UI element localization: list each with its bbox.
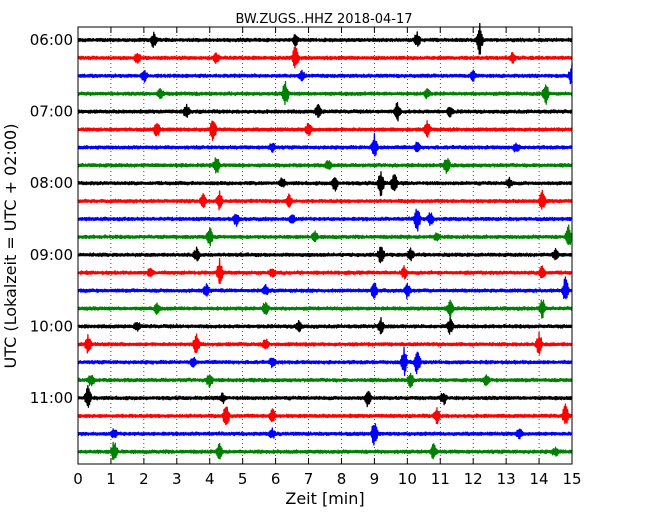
x-tick-label: 7 xyxy=(304,470,314,488)
y-tick-label: 06:00 xyxy=(30,31,73,49)
seismic-trace xyxy=(77,257,573,285)
x-tick-label: 5 xyxy=(238,470,248,488)
seismic-trace xyxy=(77,157,573,174)
x-tick-label: 15 xyxy=(562,470,581,488)
seismic-trace xyxy=(77,101,573,122)
x-tick-label: 8 xyxy=(337,470,347,488)
x-tick-label: 2 xyxy=(139,470,149,488)
seismic-trace xyxy=(77,120,573,141)
y-tick-label: 11:00 xyxy=(30,389,73,407)
x-tick-label: 3 xyxy=(172,470,182,488)
seismic-trace xyxy=(77,385,573,408)
seismic-trace xyxy=(77,346,573,376)
y-tick-label: 07:00 xyxy=(30,103,73,121)
x-tick-label: 6 xyxy=(271,470,281,488)
x-tick-label: 14 xyxy=(530,470,549,488)
y-tick-label: 08:00 xyxy=(30,174,73,192)
x-tick-label: 12 xyxy=(464,470,483,488)
x-tick-label: 0 xyxy=(73,470,83,488)
seismic-trace xyxy=(77,132,573,157)
x-tick-label: 11 xyxy=(431,470,450,488)
seismic-trace xyxy=(77,171,573,197)
seismic-trace xyxy=(77,22,573,55)
seismic-trace xyxy=(77,276,573,300)
seismic-trace xyxy=(77,224,573,247)
seismic-trace xyxy=(77,331,573,355)
chart-title: BW.ZUGS..HHZ 2018-04-17 xyxy=(235,12,412,27)
x-tick-label: 13 xyxy=(497,470,516,488)
seismic-trace xyxy=(77,189,573,211)
seismic-trace xyxy=(77,316,573,335)
x-tick-label: 1 xyxy=(106,470,116,488)
y-axis-label: UTC (Lokalzeit = UTC + 02:00) xyxy=(1,124,20,369)
x-tick-label: 9 xyxy=(370,470,380,488)
trace-layer xyxy=(77,22,573,460)
seismic-trace xyxy=(77,208,573,232)
tick-layer: 0 1 2 3 4 5 6 7 8 9 10 11 12 13 14 1506:0007:0008:0009:… xyxy=(30,27,582,488)
seismic-trace xyxy=(77,441,573,460)
seismic-trace xyxy=(77,299,573,319)
x-tick-label: 10 xyxy=(398,470,417,488)
seismic-trace xyxy=(77,372,573,389)
x-tick-label: 4 xyxy=(205,470,215,488)
y-tick-label: 10:00 xyxy=(30,317,73,335)
seismic-trace xyxy=(77,246,573,264)
y-tick-label: 09:00 xyxy=(30,246,73,264)
seismic-trace xyxy=(77,46,573,69)
seismic-trace xyxy=(77,423,573,446)
seismic-trace xyxy=(77,403,573,426)
grid-layer xyxy=(110,27,540,464)
seismic-trace xyxy=(77,63,573,85)
seismic-trace xyxy=(77,80,573,106)
x-axis-label: Zeit [min] xyxy=(285,489,364,508)
plot-frame xyxy=(77,26,573,465)
